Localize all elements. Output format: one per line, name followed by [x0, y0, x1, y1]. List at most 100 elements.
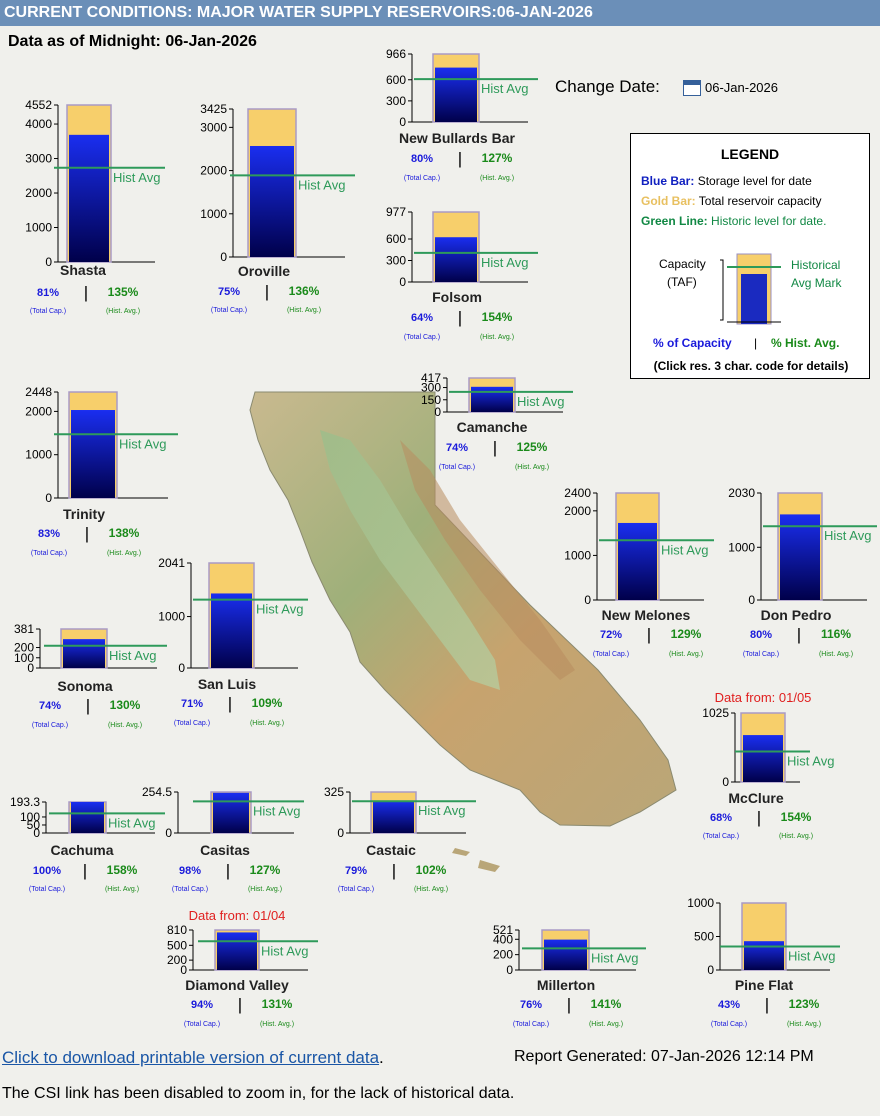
hist-avg-small-label: (Hist. Avg.) [287, 307, 321, 314]
hist-avg-small-label: (Hist. Avg.) [589, 1021, 623, 1028]
hist-avg-small-label: (Hist. Avg.) [480, 175, 514, 182]
pct-separator: | [797, 625, 801, 644]
footer-note: The CSI link has been disabled to zoom i… [2, 1085, 515, 1102]
tick-label: 100 [20, 810, 40, 824]
legend-capacity-label: Capacity [659, 257, 706, 271]
chart-casitas[interactable]: 0 254.5 Hist Avg Casitas 98% | 127% (Total Cap.… [142, 785, 304, 893]
hist-avg-small-label: (Hist. Avg.) [107, 550, 141, 557]
tick-label: 1000 [564, 548, 591, 562]
chart-new-bullards-bar[interactable]: 0 300 600 966 Hist Avg New Bullards Bar 80% | 12… [386, 47, 538, 182]
chart-new-melones[interactable]: 0 1000 2000 2400 Hist Avg New Melones 72% | 129%… [564, 486, 714, 658]
chart-san-luis[interactable]: 0 1000 2041 Hist Avg San Luis 71% | 109% (Total … [158, 556, 308, 727]
pct-capacity: 74% [39, 700, 61, 712]
legend-row-green: Green Line: Historic level for date. [641, 214, 826, 228]
chart-pine-flat[interactable]: 0 500 1000 Hist Avg Pine Flat 43% | 123% (Total … [687, 896, 840, 1028]
pct-separator: | [567, 995, 571, 1014]
change-date-value[interactable]: 06-Jan-2026 [705, 80, 778, 95]
reservoir-name: Don Pedro [761, 607, 832, 623]
reservoir-name: Trinity [63, 506, 105, 522]
storage-bar [213, 792, 249, 833]
download-link-text[interactable]: Click to download printable version of c… [2, 1048, 380, 1067]
pct-separator: | [86, 696, 90, 715]
pct-separator: | [757, 808, 761, 827]
tick-label: 600 [386, 232, 406, 246]
reservoir-name: Diamond Valley [185, 977, 289, 993]
tick-label: 0 [165, 826, 172, 840]
reservoir-name: Castaic [366, 842, 416, 858]
legend-blue-key: Blue Bar: [641, 174, 695, 188]
chart-don-pedro[interactable]: 0 1000 2030 Hist Avg Don Pedro 80% | 116% (Total… [728, 486, 877, 658]
legend-hist-label2: Avg Mark [791, 276, 842, 290]
pct-separator: | [458, 149, 462, 168]
reservoir-name: Folsom [432, 289, 482, 305]
pct-separator: | [228, 694, 232, 713]
pct-hist-avg: 102% [416, 863, 447, 877]
tick-label: 150 [421, 393, 441, 407]
total-cap-label: (Total Cap.) [593, 651, 629, 658]
legend-gold-key: Gold Bar: [641, 194, 696, 208]
total-cap-label: (Total Cap.) [513, 1021, 549, 1028]
legend-diagram: Capacity (TAF) Historical Avg Mark % of … [653, 253, 848, 373]
legend-sep: | [754, 336, 757, 350]
tick-label: 3000 [25, 152, 52, 166]
legend-capacity-unit: (TAF) [667, 275, 697, 289]
tick-label: 0 [33, 826, 40, 840]
tick-label: 1000 [25, 221, 52, 235]
tick-label: 0 [722, 775, 729, 789]
pct-capacity: 98% [179, 865, 201, 877]
hist-avg-label: Hist Avg [517, 394, 564, 409]
total-cap-label: (Total Cap.) [172, 886, 208, 893]
tick-label: 2448 [25, 385, 52, 399]
chart-mcclure[interactable]: 0 1025 Hist Avg McClure 68% | 154% (Total Cap.)… [702, 690, 834, 840]
pct-capacity: 81% [37, 287, 59, 299]
calendar-icon[interactable] [683, 80, 701, 96]
data-as-of: Data as of Midnight: 06-Jan-2026 [8, 33, 257, 50]
chart-castaic[interactable]: 0 325 Hist Avg Castaic 79% | 102% (Total Cap.) (… [324, 785, 476, 893]
legend-green-text: Historic level for date. [711, 214, 827, 228]
pct-capacity: 71% [181, 698, 203, 710]
hist-avg-small-label: (Hist. Avg.) [105, 886, 139, 893]
hist-avg-small-label: (Hist. Avg.) [819, 651, 853, 658]
total-cap-label: (Total Cap.) [30, 308, 66, 315]
tick-label: 4552 [25, 98, 52, 112]
tick-label: 2000 [200, 164, 227, 178]
storage-bar [743, 735, 783, 782]
tick-label: 100 [14, 651, 34, 665]
pct-capacity: 72% [600, 629, 622, 641]
storage-bar [250, 145, 294, 257]
hist-avg-label: Hist Avg [261, 943, 308, 958]
reservoir-name: Sonoma [57, 678, 112, 694]
tick-label: 2000 [25, 404, 52, 418]
reservoir-name: Cachuma [50, 842, 113, 858]
pct-capacity: 43% [718, 999, 740, 1011]
tick-label: 300 [386, 254, 406, 268]
tick-label: 193.3 [10, 795, 40, 809]
pct-hist-avg: 135% [108, 285, 139, 299]
pct-hist-avg: 141% [591, 997, 622, 1011]
tick-label: 325 [324, 785, 344, 799]
tick-label: 200 [167, 953, 187, 967]
total-cap-label: (Total Cap.) [211, 307, 247, 314]
pct-separator: | [265, 282, 269, 301]
reservoir-name: San Luis [198, 676, 257, 692]
tick-label: 2041 [158, 556, 185, 570]
chart-folsom[interactable]: 0 300 600 977 Hist Avg Folsom 64% | 154% (Total C… [386, 205, 538, 341]
legend-pct-hist: % Hist. Avg. [771, 336, 839, 350]
chart-oroville[interactable]: 0 1000 2000 3000 3425 Hist Avg Oroville 75% | 136… [200, 102, 355, 314]
tick-label: 0 [584, 593, 591, 607]
pct-hist-avg: 127% [482, 151, 513, 165]
tick-label: 400 [493, 932, 513, 946]
pct-hist-avg: 129% [671, 627, 702, 641]
pct-separator: | [458, 308, 462, 327]
tick-label: 2030 [728, 486, 755, 500]
download-link[interactable]: Click to download printable version of c… [2, 1048, 384, 1068]
legend-blue-text: Storage level for date [697, 174, 812, 188]
pct-capacity: 64% [411, 312, 433, 324]
